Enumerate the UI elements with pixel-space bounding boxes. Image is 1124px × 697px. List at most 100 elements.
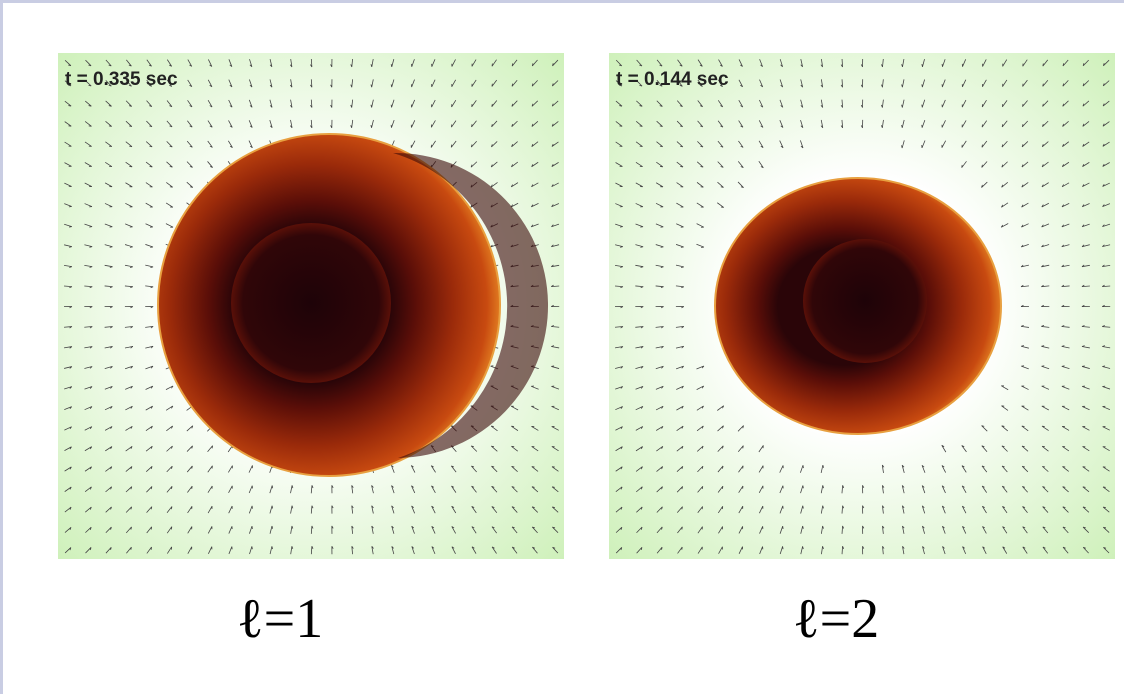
velocity-arrow xyxy=(636,59,643,67)
velocity-arrow xyxy=(1061,264,1070,268)
velocity-arrow xyxy=(1082,466,1090,472)
velocity-arrow xyxy=(615,80,623,87)
velocity-arrow xyxy=(511,59,518,67)
velocity-arrow xyxy=(207,526,213,534)
velocity-arrow xyxy=(125,161,133,168)
velocity-arrow xyxy=(1081,304,1090,308)
velocity-arrow xyxy=(860,79,864,88)
velocity-arrow xyxy=(249,546,253,555)
velocity-arrow xyxy=(941,505,946,514)
velocity-arrow xyxy=(531,100,539,107)
velocity-arrow xyxy=(410,99,416,108)
velocity-arrow xyxy=(471,100,477,108)
velocity-arrow xyxy=(124,285,134,289)
velocity-arrow xyxy=(697,526,703,534)
velocity-arrow xyxy=(717,506,724,514)
velocity-arrow xyxy=(64,526,72,533)
velocity-arrow xyxy=(820,485,824,494)
velocity-arrow xyxy=(551,141,559,147)
velocity-arrow xyxy=(759,546,764,555)
velocity-arrow xyxy=(146,59,152,67)
velocity-arrow xyxy=(64,486,72,492)
velocity-arrow xyxy=(551,506,559,513)
velocity-arrow xyxy=(248,485,253,494)
velocity-arrow xyxy=(290,546,294,555)
velocity-arrow xyxy=(551,100,559,107)
velocity-arrow xyxy=(491,445,498,452)
velocity-arrow xyxy=(636,80,643,87)
velocity-arrow xyxy=(84,100,92,107)
velocity-arrow xyxy=(105,506,112,513)
velocity-arrow xyxy=(615,547,623,554)
velocity-arrow xyxy=(635,285,644,289)
velocity-arrow xyxy=(228,485,233,494)
velocity-arrow xyxy=(145,141,153,148)
velocity-arrow xyxy=(1042,546,1049,554)
velocity-arrow xyxy=(717,140,724,148)
velocity-arrow xyxy=(1041,425,1049,431)
velocity-arrow xyxy=(145,425,153,432)
velocity-arrow xyxy=(491,120,498,128)
velocity-arrow xyxy=(104,326,113,329)
velocity-arrow xyxy=(696,223,704,228)
velocity-arrow xyxy=(269,485,274,494)
velocity-arrow xyxy=(655,244,664,248)
velocity-arrow xyxy=(451,59,456,67)
velocity-arrow xyxy=(269,119,273,128)
velocity-arrow xyxy=(1021,223,1029,228)
velocity-arrow xyxy=(145,264,154,268)
velocity-arrow xyxy=(759,59,763,68)
velocity-arrow xyxy=(1041,223,1050,228)
velocity-arrow xyxy=(471,526,477,534)
velocity-arrow xyxy=(717,181,724,188)
velocity-arrow xyxy=(840,99,844,108)
velocity-arrow xyxy=(1102,405,1111,411)
velocity-arrow xyxy=(820,119,824,129)
velocity-arrow xyxy=(1062,546,1069,554)
velocity-arrow xyxy=(1021,425,1029,432)
velocity-arrow xyxy=(207,161,213,168)
velocity-arrow xyxy=(635,306,644,309)
velocity-arrow xyxy=(105,446,113,452)
velocity-arrow xyxy=(961,99,967,108)
velocity-arrow xyxy=(451,526,457,534)
velocity-arrow xyxy=(84,264,93,268)
velocity-arrow xyxy=(104,285,113,289)
velocity-arrow xyxy=(941,465,947,473)
velocity-arrow xyxy=(738,546,744,554)
velocity-arrow xyxy=(228,59,233,68)
caption: ℓ=2 xyxy=(792,588,880,650)
velocity-arrow xyxy=(697,141,704,148)
velocity-arrow xyxy=(821,546,824,555)
velocity-arrow xyxy=(84,162,92,167)
velocity-arrow xyxy=(431,99,436,108)
velocity-arrow xyxy=(676,465,684,473)
velocity-arrow xyxy=(1102,80,1110,87)
velocity-arrow xyxy=(941,444,947,453)
velocity-arrow xyxy=(166,445,173,452)
velocity-arrow xyxy=(330,79,333,88)
velocity-arrow xyxy=(820,464,824,473)
velocity-arrow xyxy=(1021,202,1029,208)
velocity-arrow xyxy=(1062,120,1069,127)
velocity-arrow xyxy=(779,140,784,149)
velocity-arrow xyxy=(675,365,684,370)
velocity-arrow xyxy=(105,486,113,493)
velocity-arrow xyxy=(290,119,293,129)
velocity-arrow xyxy=(981,425,988,432)
velocity-arrow xyxy=(104,203,113,208)
velocity-arrow xyxy=(655,202,664,208)
velocity-arrow xyxy=(635,264,644,268)
velocity-arrow xyxy=(1020,325,1030,328)
velocity-arrow xyxy=(800,59,803,68)
velocity-arrow xyxy=(84,223,93,228)
velocity-arrow xyxy=(1082,526,1090,533)
velocity-arrow xyxy=(64,59,72,67)
velocity-arrow xyxy=(228,99,233,108)
velocity-arrow xyxy=(1102,325,1111,328)
velocity-arrow xyxy=(431,59,436,67)
velocity-arrow xyxy=(125,466,133,472)
velocity-arrow xyxy=(656,526,663,534)
velocity-arrow xyxy=(551,80,559,87)
